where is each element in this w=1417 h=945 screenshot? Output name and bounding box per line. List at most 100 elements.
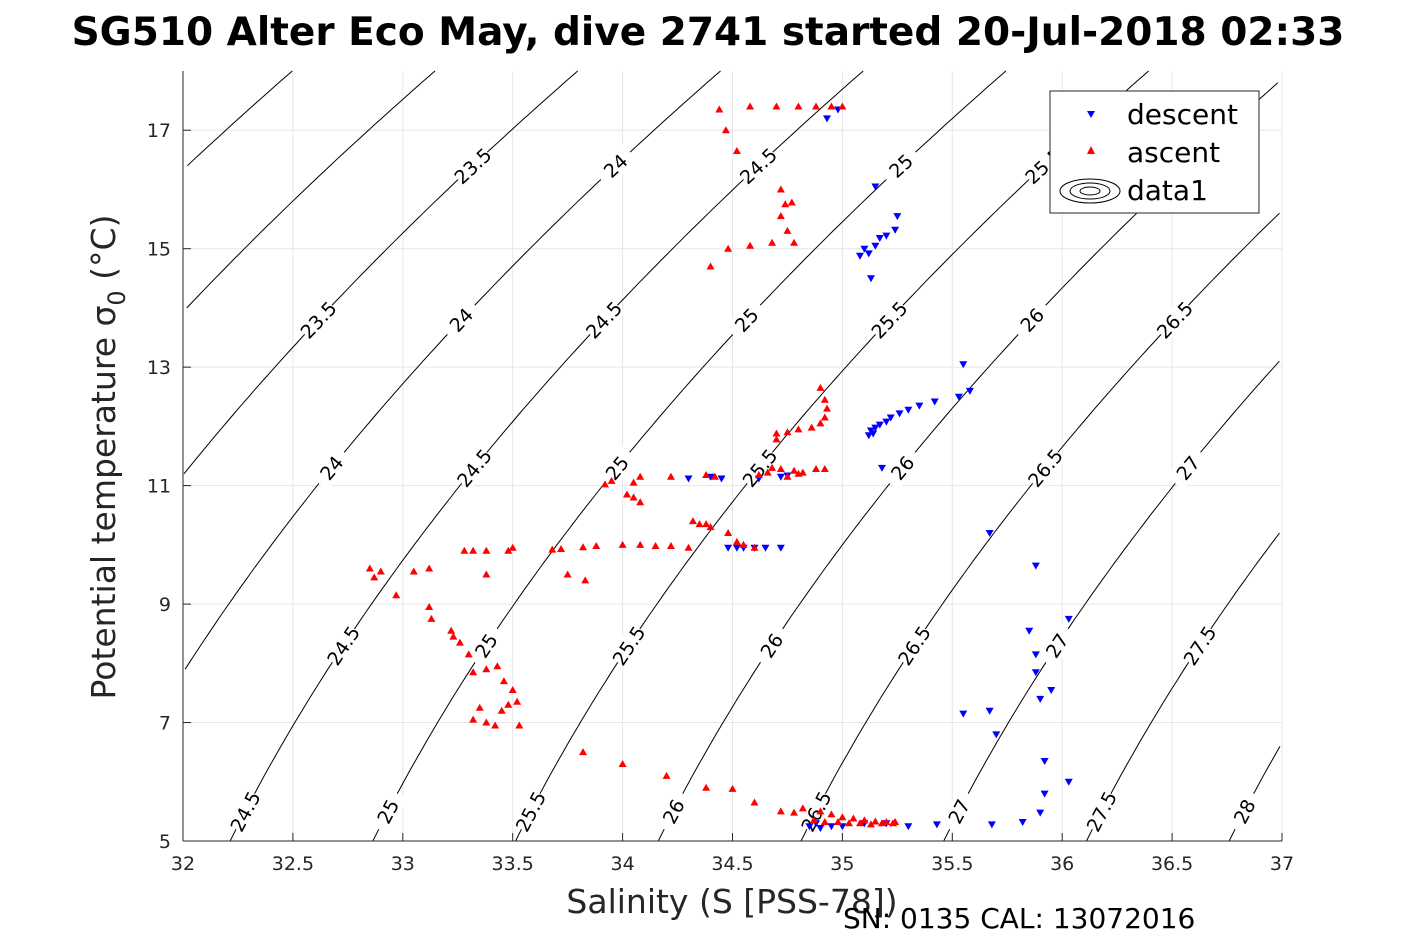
y-tick-label: 7 xyxy=(159,713,171,735)
ascent-point xyxy=(425,603,434,611)
contour-label-text: 25.5 xyxy=(512,788,551,836)
ascent-point xyxy=(666,542,675,550)
ascent-point xyxy=(794,102,803,110)
ascent-point xyxy=(816,807,825,815)
contour-label-bg xyxy=(867,297,911,342)
descent-point xyxy=(886,414,895,422)
contour-label-bg xyxy=(465,622,507,669)
contour-label-bg xyxy=(226,788,265,835)
descent-point xyxy=(930,398,939,406)
ascent-point xyxy=(702,520,711,528)
contour-label-bg xyxy=(608,622,649,669)
descent-point xyxy=(1047,686,1056,694)
descent-point xyxy=(864,250,873,258)
ascent-point xyxy=(721,126,730,134)
descent-point xyxy=(985,530,994,537)
descent-point xyxy=(823,115,832,123)
ascent-point xyxy=(688,517,697,525)
descent-point xyxy=(871,242,880,250)
isopycnal-line xyxy=(186,70,293,167)
descent-point xyxy=(893,213,902,221)
descent-point xyxy=(1040,790,1049,798)
legend-ascent-marker xyxy=(1087,146,1095,154)
descent-point xyxy=(805,823,814,831)
y-tick-label: 5 xyxy=(159,831,171,853)
contour-label-bg xyxy=(450,144,495,188)
contour-label-bg xyxy=(1082,788,1121,835)
descent-point xyxy=(855,252,864,260)
ascent-point xyxy=(783,226,792,234)
contour-label: 26 xyxy=(1010,297,1054,342)
contour-label-text: 26.5 xyxy=(1024,445,1068,492)
ascent-point xyxy=(871,817,880,825)
contour-label-bg xyxy=(511,788,550,835)
descent-point xyxy=(866,275,875,283)
ascent-point xyxy=(728,784,737,792)
contour-label-bg xyxy=(323,622,364,669)
ascent-point xyxy=(409,567,418,575)
x-tick-label: 37 xyxy=(1270,853,1294,875)
descent-point xyxy=(992,731,1001,739)
contour-label-bg xyxy=(595,445,639,491)
ascent-point xyxy=(746,241,755,249)
contour-labels: 23.523.524242424.524.524.524.524.5252525… xyxy=(226,144,1264,836)
legend-descent-marker xyxy=(1087,111,1095,118)
descent-point xyxy=(1040,758,1049,766)
ascent-point xyxy=(622,490,631,498)
descent-point xyxy=(904,406,913,414)
ascent-point xyxy=(504,700,513,708)
ascent-point xyxy=(812,102,821,110)
ascent-point xyxy=(768,238,777,246)
ascent-point xyxy=(482,546,491,554)
ascent-point xyxy=(482,570,491,578)
ascent-point xyxy=(746,102,755,110)
descent-point xyxy=(761,544,770,552)
ascent-point xyxy=(706,523,715,531)
footer-serial-cal: SN: 0135 CAL: 13072016 xyxy=(843,902,1195,935)
ascent-point xyxy=(732,146,741,154)
ascent-point xyxy=(497,706,506,714)
contour-label: 25 xyxy=(465,622,507,669)
contour-label: 24.5 xyxy=(323,622,365,670)
contour-label: 27.5 xyxy=(1082,788,1122,836)
ascent-point xyxy=(508,685,517,693)
contour-label: 28 xyxy=(1225,788,1264,835)
contour-label-text: 24.5 xyxy=(323,622,365,669)
ascent-point xyxy=(820,818,829,826)
x-tick-label: 32.5 xyxy=(272,853,314,875)
contour-label-bg xyxy=(310,445,353,491)
contour-label-bg xyxy=(1024,445,1067,491)
ascent-point xyxy=(695,520,704,528)
ascent-point xyxy=(601,480,610,488)
ascent-point xyxy=(618,760,627,767)
contour-label: 27 xyxy=(1166,445,1210,491)
contour-label-bg xyxy=(736,144,781,188)
contour-label-bg xyxy=(593,144,638,188)
contour-label: 26 xyxy=(654,788,693,835)
contour-label: 24.5 xyxy=(453,445,497,492)
ascent-point xyxy=(844,819,853,827)
ascent-point xyxy=(702,470,711,478)
contour-label-bg xyxy=(881,445,924,491)
ascent-point xyxy=(629,493,638,501)
contour-label: 27.5 xyxy=(1179,622,1221,670)
isopycnal-line xyxy=(184,70,721,670)
descent-point xyxy=(776,544,785,552)
ascent-point xyxy=(666,472,675,480)
contour-label: 25.5 xyxy=(738,445,782,492)
ascent-point xyxy=(715,105,724,113)
contour-label: 26 xyxy=(881,445,924,491)
y-axis-label: Potential temperature σ0 (°C) xyxy=(84,215,131,700)
descent-point xyxy=(1036,809,1045,817)
ascent-point xyxy=(557,544,566,552)
ascent-point xyxy=(548,545,557,553)
contour-label-bg xyxy=(751,622,792,669)
x-tick-label: 32 xyxy=(171,853,195,875)
ascent-point xyxy=(491,721,500,729)
x-tick-label: 35 xyxy=(830,853,854,875)
descent-point xyxy=(864,432,873,440)
contour-label-bg xyxy=(453,445,496,491)
ascent-point xyxy=(783,472,792,480)
ascent-point xyxy=(618,540,627,548)
contour-label-bg xyxy=(878,144,924,188)
